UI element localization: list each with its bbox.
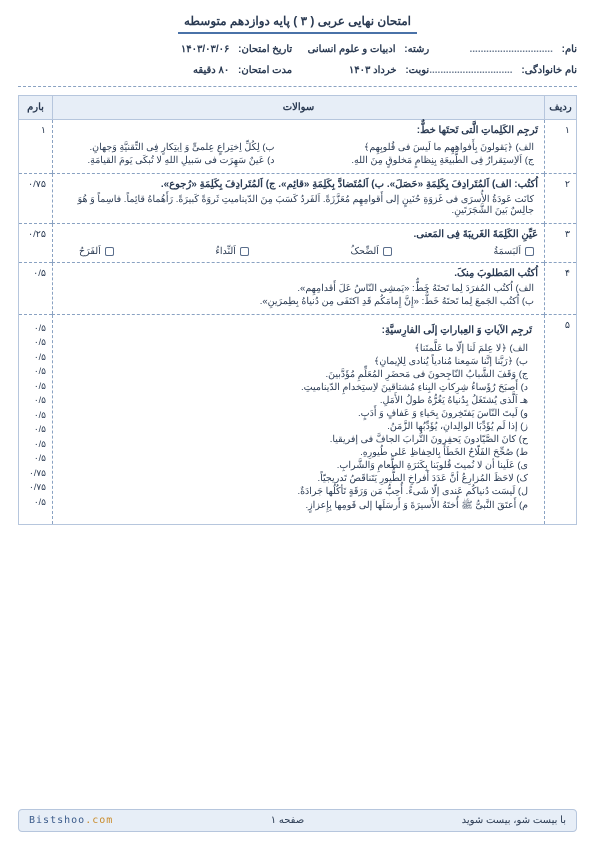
question-row-3: ۳ عَیِّنِ الکَلِمَةَ الغَریبَةَ فِی المَ… <box>19 224 577 263</box>
footer-bar: با بیست شو، بیست شوید صفحه ۱ Bistshoo.co… <box>18 809 577 832</box>
q5-item-mark: ۰/۵ <box>25 439 46 451</box>
duration-value: ۸۰ دقیقه <box>193 65 229 76</box>
q2-title: اُکتُب: الف) اَلمُتَرادِفَ بِکَلِمَةِ «ح… <box>59 179 538 190</box>
q1-num: ۱ <box>545 120 577 174</box>
checkbox-icon <box>383 247 392 256</box>
question-row-4: ۴ اُکتُب المَطلوبَ مِنکَ. الف) اُکتُب ال… <box>19 263 577 315</box>
duration-cell: مدت امتحان: ۸۰ دقیقه <box>155 65 292 76</box>
q4-a: الف) اُکتُب المُفرَدَ لِما تَحتَهُ خَطٌّ… <box>59 283 538 294</box>
separator <box>18 86 577 87</box>
name-label: نام: <box>562 44 577 55</box>
question-row-2: ۲ اُکتُب: الف) اَلمُتَرادِفَ بِکَلِمَةِ … <box>19 174 577 224</box>
q1-opt-b: ب) لِکُلِّ اِختِراعٍ عِلمیٍّ وَ اِبتِکار… <box>59 142 279 153</box>
q5-item: ز) إذا لَم یُؤَدِّبَا الوالِدانِ، یُؤَدِ… <box>65 421 532 432</box>
q4-num: ۴ <box>545 263 577 315</box>
nobat-cell: نوبت: خرداد ۱۴۰۳ <box>292 65 429 76</box>
q5-item: و) لَیتَ النّاسَ یَفتَخِرونَ بِحَیاءِ وَ… <box>65 408 532 419</box>
th-question: سوالات <box>53 96 545 120</box>
q5-item: ک) لاحَظَ المُزارِعُ أنَّ عَدَدَ أَفراخِ… <box>65 473 532 484</box>
date-value: ۱۴۰۳/۰۳/۰۶ <box>181 44 230 55</box>
q5-item: ی) عَلَینا أن لا نُمیتَ قُلوبَنا بِکَثرَ… <box>65 460 532 471</box>
date-cell: تاریخ امتحان: ۱۴۰۳/۰۳/۰۶ <box>155 44 292 55</box>
q5-item: ج) وَقَفَ الشَّبابُ النّاجِحونَ فی مَحضَ… <box>65 369 532 380</box>
q5-item: ل) لَیسَت دُنیاکُم عَندی إلّا شَیءً. أُح… <box>65 486 532 497</box>
page-title: امتحان نهایی عربی ( ۳ ) پایه دوازدهم متو… <box>18 14 577 34</box>
q5-item: الف) ﴿لا عِلمَ لَنا إلّا ما عَلَّمتَنا﴾ <box>65 343 532 354</box>
reshte-cell: رشته: ادبیات و علوم انسانی <box>292 44 429 55</box>
q5-num: ۵ <box>545 315 577 525</box>
q5-item-mark: ۰/۵ <box>25 381 46 393</box>
q4-title: اُکتُب المَطلوبَ مِنکَ. <box>59 268 538 279</box>
q1-title: تَرجِم الکَلِماتِ الَّتی تَحتَها خطٌّ: <box>59 125 538 136</box>
q3-opt-c[interactable]: اَلنِّداءُ <box>215 246 249 257</box>
checkbox-icon <box>525 247 534 256</box>
q3-title: عَیِّنِ الکَلِمَةَ الغَریبَةَ فِی المَعن… <box>59 229 538 240</box>
q5-item-mark: ۰/۵ <box>25 410 46 422</box>
q5-item-mark: ۰/۵ <box>25 337 46 349</box>
q5-items: الف) ﴿لا عِلمَ لَنا إلّا ما عَلَّمتَنا﴾ ب… <box>59 343 538 519</box>
q5-item-mark: ۰/۵ <box>25 366 46 378</box>
title-text: امتحان نهایی عربی ( ۳ ) پایه دوازدهم متو… <box>178 14 417 34</box>
q5-item-mark: ۰/۵ <box>25 352 46 364</box>
q3-num: ۳ <box>545 224 577 263</box>
date-label: تاریخ امتحان: <box>238 44 292 55</box>
q5-item: د) أَصبَحَ رُؤَساءُ شِرِکاتِ البِناءِ مُ… <box>65 382 532 393</box>
footer-right: با بیست شو، بیست شوید <box>462 815 566 826</box>
q3-opt-b[interactable]: اَلضِّحکُ <box>350 246 391 257</box>
checkbox-icon <box>240 247 249 256</box>
name-value: .............................. <box>470 44 553 55</box>
q1-opt-c: ج) اَلاِستِقرارُ فِی الطَّبیعَةِ بِنِظام… <box>319 155 539 166</box>
q5-item-mark: ۰/۷۵ <box>25 482 46 494</box>
nobat-value: خرداد ۱۴۰۳ <box>349 65 397 76</box>
q4-mark: ۰/۵ <box>19 263 53 315</box>
q5-item-mark: ۰/۷۵ <box>25 468 46 480</box>
q3-opt-d[interactable]: اَلفَرَحُ <box>79 246 114 257</box>
name-cell: نام: .............................. <box>429 44 577 55</box>
q5-item: م) أَعتَقَ النَّبیُّ ﷺ أُختَهُ الأَسیرَة… <box>65 499 532 513</box>
footer-center: صفحه ۱ <box>271 815 305 826</box>
q1-opt-d: د) عَینٌ سَهِرَت فی سَبیلِ اللهِ لا تُبک… <box>59 155 279 166</box>
q5-item-mark: ۰/۵ <box>25 497 46 509</box>
q3-opt-a[interactable]: اَلبَسمَةُ <box>494 246 534 257</box>
reshte-label: رشته: <box>404 44 429 55</box>
q3-mark: ۰/۲۵ <box>19 224 53 263</box>
q2-mark: ۰/۷۵ <box>19 174 53 224</box>
q1-opt-a: الف) ﴿یَقولونَ بِأَفواهِهِم ما لَیسَ فی … <box>319 142 539 153</box>
questions-table: ردیف سوالات بارم ۱ تَرجِم الکَلِماتِ الَ… <box>18 95 577 525</box>
family-value: .............................. <box>429 65 512 76</box>
q5-item: ط) صُحِّحَ الفَلّاحُ الخَطَأَ بِالحِفاظِ… <box>65 447 532 458</box>
duration-label: مدت امتحان: <box>238 65 292 76</box>
checkbox-icon <box>105 247 114 256</box>
th-row: ردیف <box>545 96 577 120</box>
th-mark: بارم <box>19 96 53 120</box>
q1-mark: ۱ <box>19 120 53 174</box>
nobat-label: نوبت: <box>405 65 429 76</box>
q5-item: ح) کانَ الصَّیّادونَ یَحفِرونَ التُّرابَ… <box>65 434 532 445</box>
info-grid: نام: .............................. رشته… <box>18 44 577 76</box>
family-label: نام خانوادگی: <box>521 65 577 76</box>
q5-item-mark: ۰/۵ <box>25 453 46 465</box>
q2-line: کانَت عَودَةُ الأُسرَی فی غَزوَةِ حُنَین… <box>59 194 538 216</box>
q2-num: ۲ <box>545 174 577 224</box>
reshte-value: ادبیات و علوم انسانی <box>308 44 396 55</box>
q5-item-mark: ۰/۵ <box>25 424 46 436</box>
q5-title: تَرجِم الآیاتِ وَ العِباراتِ إلَی الفارِ… <box>59 320 538 339</box>
q5-item-mark: ۰/۵ <box>25 395 46 407</box>
q5-mark-col: ۰/۵ ۰/۵ ۰/۵ ۰/۵ ۰/۵ ۰/۵ ۰/۵ ۰/۵ ۰/۵ ۰/۵ ۰/۷۵ ۰/۷۵ ۰/… <box>19 315 53 525</box>
family-cell: نام خانوادگی: ..........................… <box>429 65 577 76</box>
q5-item: هـ اَلَّذی یُشتَغَلُ بِدُنیاهُ یَغُرُّهُ… <box>65 395 532 406</box>
question-row-1: ۱ تَرجِم الکَلِماتِ الَّتی تَحتَها خطٌّ:… <box>19 120 577 174</box>
q5-item: ب) ﴿رَبَّنا إنَّنا سَمِعنا مُنادیاً یُنا… <box>65 356 532 367</box>
footer-brand: Bistshoo.com <box>29 815 113 826</box>
q5-item-mark: ۰/۵ <box>25 323 46 335</box>
q4-b: ب) اُکتُب الجَمعَ لِما تَحتَهُ خَطٌّ: «إ… <box>59 296 538 307</box>
question-row-5: ۵ تَرجِم الآیاتِ وَ العِباراتِ إلَی الفا… <box>19 315 577 525</box>
